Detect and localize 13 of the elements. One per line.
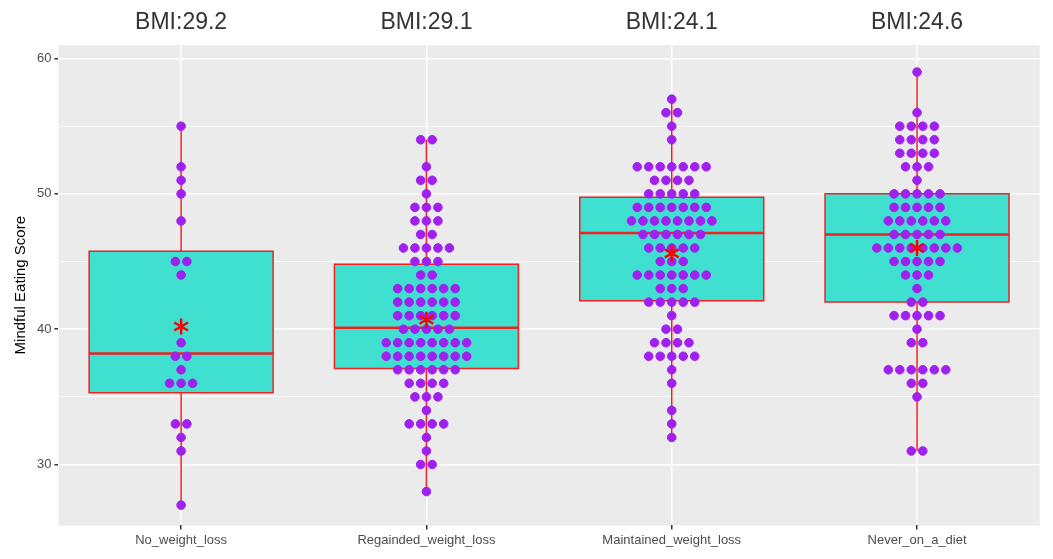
x-tick-label: Regainded_weight_loss (357, 531, 496, 547)
text: BMI:24.1 (625, 8, 718, 35)
y-axis-title: Mindful Eating Score (11, 216, 29, 355)
y-tick-label: 50 (36, 185, 52, 201)
y-tick-label: 40 (36, 320, 52, 336)
text: BMI:24.6 (871, 8, 964, 35)
x-tick-label: Never_on_a_diet (867, 531, 967, 547)
text: BMI:29.1 (380, 8, 473, 35)
x-tick-label: No_weight_loss (135, 531, 228, 547)
y-tick-label: 30 (36, 456, 52, 472)
x-tick-label: Maintained_weight_loss (602, 531, 742, 547)
text: BMI:29.2 (135, 8, 228, 35)
y-tick-label: 60 (36, 50, 52, 66)
